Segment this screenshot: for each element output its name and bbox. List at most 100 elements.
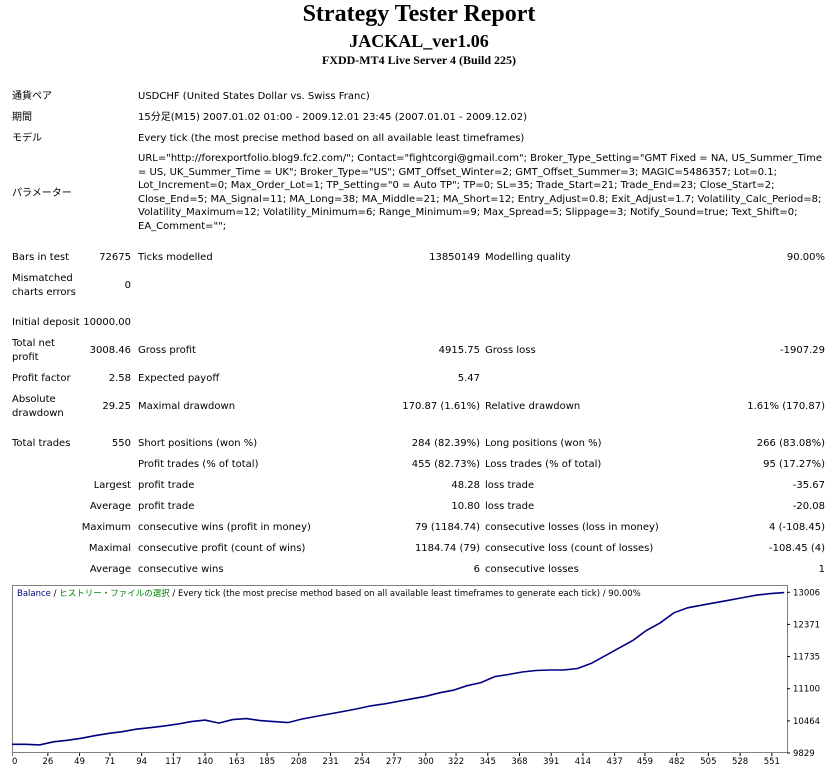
avg-cons-losses-value: 1 <box>818 564 825 575</box>
reldd-value: 1.61% (170.87) <box>747 401 825 412</box>
absdd-label-line2: drawdown <box>12 408 64 419</box>
mismatch-value: 0 <box>124 280 131 291</box>
x-axis-ticks: 0 26 49 71 94 117 140 163 185 208 231 254 277 300 322 3… <box>12 753 780 765</box>
average-label: Average <box>89 501 131 512</box>
y-axis-ticks: 9829 10464 11100 11735 12371 13006 <box>787 588 820 759</box>
average-loss-value: -20.08 <box>792 501 825 512</box>
profit-trades-value: 455 (82.73%) <box>411 459 480 470</box>
y-tick-label: 10464 <box>793 717 820 727</box>
avg-cons-wins-value: 6 <box>473 564 480 575</box>
x-tick-label: 437 <box>607 757 623 765</box>
x-tick-label: 0 <box>12 757 17 765</box>
symbol-value: USDCHF (United States Dollar vs. Swiss F… <box>138 91 370 102</box>
largest-profit-label: profit trade <box>138 480 195 491</box>
x-tick-label: 254 <box>354 757 370 765</box>
max-cons-profit-label: consecutive profit (count of wins) <box>138 543 306 554</box>
report-title: Strategy Tester Report <box>302 1 536 27</box>
bars-label: Bars in test <box>12 252 69 263</box>
absdd-label-line1: Absolute <box>12 394 56 405</box>
x-tick-label: 345 <box>480 757 496 765</box>
x-tick-label: 277 <box>386 757 402 765</box>
netprofit-value: 3008.46 <box>89 345 131 356</box>
params-label: パラメーター <box>12 188 72 199</box>
deposit-label: Initial deposit <box>12 317 80 328</box>
maxdd-value: 170.87 (1.61%) <box>402 401 480 412</box>
bars-value: 72675 <box>99 252 131 263</box>
largest-label: Largest <box>93 480 131 491</box>
x-tick-label: 528 <box>732 757 748 765</box>
avg-cons-losses-label: consecutive losses <box>485 564 579 575</box>
ep-label: Expected payoff <box>138 373 220 384</box>
max-cons-wins-value: 79 (1184.74) <box>414 522 480 533</box>
legend-balance: Balance <box>17 589 51 599</box>
x-tick-label: 459 <box>637 757 653 765</box>
netprofit-label-line1: Total net <box>12 338 55 349</box>
avg-label: Average <box>89 564 131 575</box>
long-label: Long positions (won %) <box>485 438 602 449</box>
x-tick-label: 185 <box>259 757 275 765</box>
balance-chart: Balance / ヒストリー・ファイルの選択 / Every tick (th… <box>12 585 820 765</box>
legend-history: ヒストリー・ファイルの選択 <box>59 588 170 599</box>
symbol-label: 通貨ペア <box>12 91 52 102</box>
x-tick-label: 163 <box>229 757 245 765</box>
legend-quality: 90.00% <box>608 589 640 599</box>
x-tick-label: 505 <box>700 757 716 765</box>
y-tick-label: 13006 <box>793 588 820 598</box>
model-label: モデル <box>12 133 42 144</box>
grossloss-label: Gross loss <box>485 345 536 356</box>
short-label: Short positions (won %) <box>138 438 258 449</box>
quality-value: 90.00% <box>786 252 825 263</box>
absdd-value: 29.25 <box>102 401 131 412</box>
y-tick-label: 12371 <box>793 620 820 630</box>
server-name: FXDD-MT4 Live Server 4 (Build 225) <box>321 53 517 67</box>
maximum-label: Maximum <box>81 522 131 533</box>
max-cons-losses-value: 4 (-108.45) <box>769 522 825 533</box>
max-cons-profit-value: 1184.74 (79) <box>414 543 480 554</box>
y-tick-label: 11100 <box>793 685 820 695</box>
x-tick-label: 414 <box>575 757 591 765</box>
max-cons-losses-label: consecutive losses (loss in money) <box>485 522 659 533</box>
largest-profit-value: 48.28 <box>451 480 480 491</box>
max-cons-loss-value: -108.45 (4) <box>769 543 825 554</box>
short-value: 284 (82.39%) <box>411 438 480 449</box>
legend-model: Every tick (the most precise method base… <box>178 589 600 599</box>
ticks-label: Ticks modelled <box>138 252 213 263</box>
params-value: URL="http://forexportfolio.blog9.fc2.com… <box>138 153 823 232</box>
ticks-value: 13850149 <box>429 252 480 263</box>
largest-loss-label: loss trade <box>485 480 535 491</box>
long-value: 266 (83.08%) <box>756 438 825 449</box>
reldd-label: Relative drawdown <box>485 401 581 412</box>
x-tick-label: 231 <box>322 757 338 765</box>
mismatch-label-line1: Mismatched <box>12 273 73 284</box>
x-tick-label: 208 <box>291 757 307 765</box>
model-value: Every tick (the most precise method base… <box>138 133 525 144</box>
maxdd-label: Maximal drawdown <box>138 401 236 412</box>
chart-plot-area <box>12 585 788 753</box>
balance-line <box>12 591 785 746</box>
x-tick-label: 551 <box>764 757 780 765</box>
average-loss-label: loss trade <box>485 501 535 512</box>
ea-name: JACKAL_ver1.06 <box>349 31 489 51</box>
x-tick-label: 26 <box>42 757 53 765</box>
x-tick-label: 300 <box>418 757 434 765</box>
x-tick-label: 140 <box>197 757 213 765</box>
x-tick-label: 482 <box>669 757 685 765</box>
x-tick-label: 94 <box>136 757 147 765</box>
pf-value: 2.58 <box>108 373 131 384</box>
avg-cons-wins-label: consecutive wins <box>138 564 224 575</box>
x-tick-label: 368 <box>511 757 527 765</box>
pf-label: Profit factor <box>12 373 71 384</box>
grossprofit-value: 4915.75 <box>438 345 480 356</box>
loss-trades-value: 95 (17.27%) <box>763 459 825 470</box>
x-tick-label: 391 <box>543 757 559 765</box>
trades-value: 550 <box>111 438 131 449</box>
mismatch-label-line2: charts errors <box>12 287 76 298</box>
chart-legend: Balance / ヒストリー・ファイルの選択 / Every tick (th… <box>17 588 641 599</box>
x-tick-label: 117 <box>165 757 181 765</box>
deposit-value: 10000.00 <box>83 317 131 328</box>
trades-label: Total trades <box>12 438 71 449</box>
ep-value: 5.47 <box>457 373 480 384</box>
grossloss-value: -1907.29 <box>780 345 825 356</box>
x-tick-label: 322 <box>448 757 464 765</box>
y-tick-label: 9829 <box>793 749 815 759</box>
